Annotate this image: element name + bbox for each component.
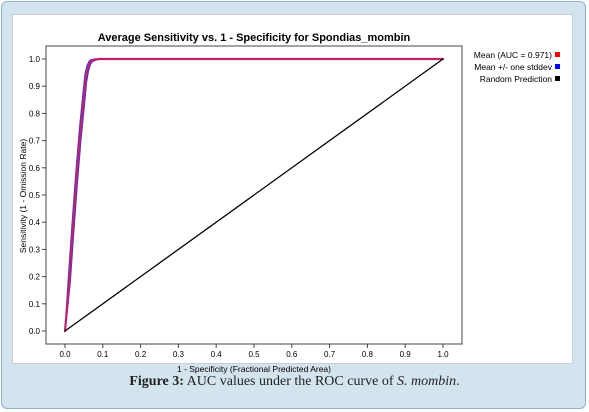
x-tick-label: 0.2 <box>135 350 147 359</box>
y-tick-label: 0.9 <box>29 82 41 91</box>
x-tick-label: 0.3 <box>173 350 185 359</box>
y-tick-label: 0.6 <box>29 164 41 173</box>
x-tick-label: 0.7 <box>324 350 336 359</box>
legend-label: Mean +/- one stddev <box>474 62 552 72</box>
y-tick-label: 0.3 <box>29 245 41 254</box>
legend-swatch <box>555 76 560 81</box>
y-tick-label: 0.0 <box>29 327 41 336</box>
legend-swatch <box>555 52 560 57</box>
x-axis-label: 1 - Specificity (Fractional Predicted Ar… <box>177 364 331 374</box>
x-tick-label: 0.1 <box>97 350 109 359</box>
legend-label: Random Prediction <box>480 74 553 84</box>
y-tick-label: 0.5 <box>29 191 41 200</box>
y-axis-label: Sensitivity (1 - Omission Rate) <box>18 139 28 253</box>
chart-title: Average Sensitivity vs. 1 - Specificity … <box>98 32 411 44</box>
y-tick-label: 0.1 <box>29 300 41 309</box>
figure-caption: Figure 3: AUC values under the ROC curve… <box>0 374 589 390</box>
axis-ticks: 0.0 0.1 0.2 0.3 0.4 0.5 0.6 0.7 0.8 0.9 1.0 0.0 0.1 0… <box>29 55 449 359</box>
y-tick-label: 0.2 <box>29 273 41 282</box>
x-tick-label: 0.4 <box>211 350 223 359</box>
x-tick-label: 1.0 <box>437 350 449 359</box>
x-tick-label: 0.6 <box>286 350 298 359</box>
random-prediction-line <box>64 58 444 332</box>
caption-end: . <box>456 374 460 389</box>
caption-label: Figure 3: <box>129 374 184 389</box>
y-tick-label: 1.0 <box>29 55 41 64</box>
y-tick-label: 0.8 <box>29 109 41 118</box>
mean-curve <box>63 57 445 333</box>
legend-swatch <box>555 64 560 69</box>
x-tick-label: 0.5 <box>248 350 260 359</box>
x-tick-label: 0.9 <box>400 350 412 359</box>
caption-text: AUC values under the ROC curve of <box>183 374 398 389</box>
legend-label: Mean (AUC = 0.971) <box>474 50 552 60</box>
legend: Mean (AUC = 0.971) Mean +/- one stddev Ran… <box>474 50 560 84</box>
y-tick-label: 0.4 <box>29 218 41 227</box>
caption-species: S. mombin <box>397 374 457 389</box>
x-tick-label: 0.0 <box>59 350 71 359</box>
series-layer <box>63 57 445 333</box>
x-tick-label: 0.8 <box>362 350 374 359</box>
y-tick-label: 0.7 <box>29 137 41 146</box>
